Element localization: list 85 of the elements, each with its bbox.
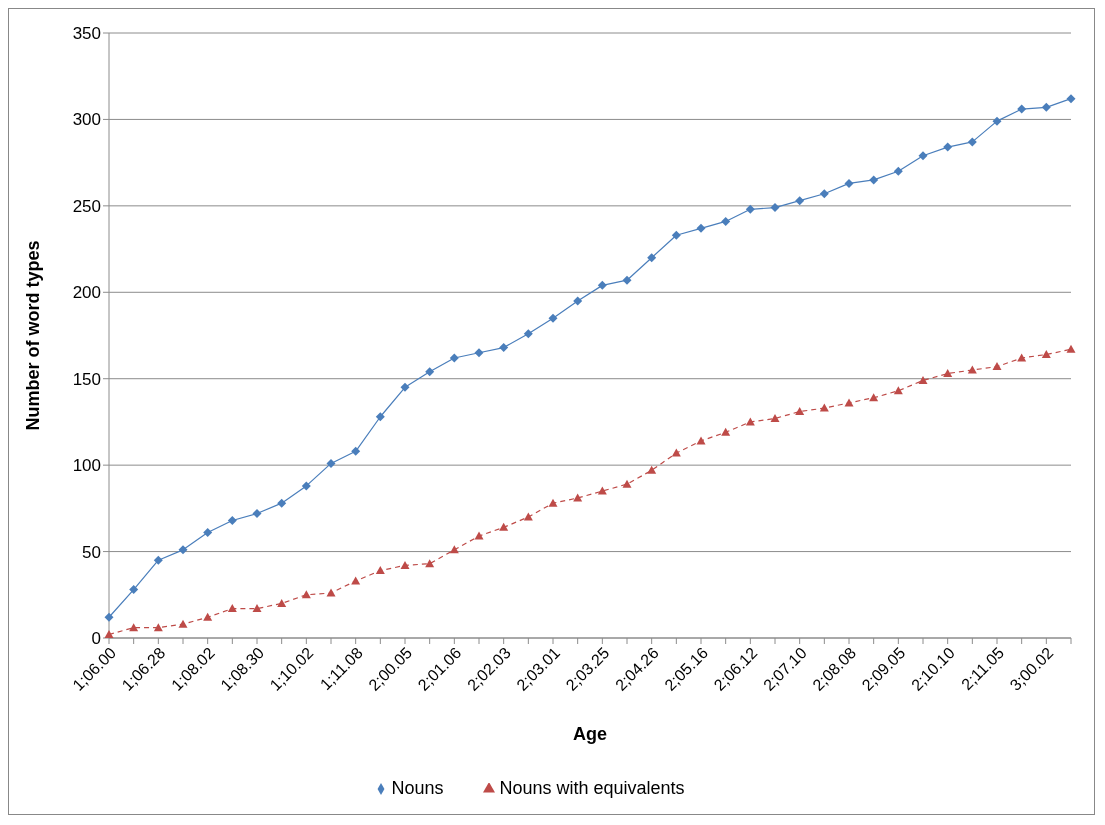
point	[647, 465, 657, 474]
point	[326, 458, 336, 468]
point	[893, 386, 903, 395]
point	[745, 204, 755, 214]
legend-label: Nouns	[391, 778, 444, 798]
point	[548, 313, 558, 323]
point	[449, 353, 459, 363]
y-tick-label: 50	[82, 542, 101, 562]
point	[129, 623, 139, 632]
point	[943, 142, 953, 152]
point	[277, 498, 287, 508]
point	[301, 590, 311, 599]
point	[227, 515, 237, 525]
point	[597, 280, 607, 290]
point	[622, 275, 632, 285]
y-tick-label: 0	[91, 629, 101, 649]
point	[721, 216, 731, 226]
point	[499, 343, 509, 353]
point	[844, 178, 854, 188]
point	[770, 413, 780, 422]
point	[227, 604, 237, 613]
point	[597, 486, 607, 495]
point	[425, 559, 435, 568]
point	[129, 585, 139, 595]
point	[770, 203, 780, 213]
point	[992, 362, 1002, 371]
y-tick-label: 200	[72, 283, 101, 303]
point	[474, 531, 484, 540]
point	[819, 403, 829, 412]
point	[1041, 102, 1051, 112]
point	[523, 512, 533, 521]
point	[696, 223, 706, 233]
y-tick-label: 150	[72, 369, 101, 389]
point	[795, 196, 805, 206]
y-tick-label: 350	[72, 24, 101, 44]
point	[301, 481, 311, 491]
point	[153, 623, 163, 632]
point	[449, 545, 459, 554]
point	[967, 137, 977, 147]
point	[153, 555, 163, 565]
y-tick-label: 100	[72, 456, 101, 476]
y-tick-label: 250	[72, 196, 101, 216]
point	[647, 253, 657, 263]
point	[918, 375, 928, 384]
point	[178, 619, 188, 628]
point	[967, 365, 977, 374]
point	[918, 151, 928, 161]
point	[795, 407, 805, 416]
point	[326, 588, 336, 597]
legend-label: Nouns with equivalents	[499, 778, 685, 798]
point	[351, 446, 361, 456]
point	[1066, 344, 1076, 353]
point	[203, 612, 213, 621]
point	[1066, 94, 1076, 104]
point	[400, 560, 410, 569]
point	[671, 448, 681, 457]
point	[943, 369, 953, 378]
y-axis-title: Number of word types	[23, 240, 44, 431]
x-axis-title: Age	[572, 724, 608, 744]
point	[992, 116, 1002, 126]
point	[375, 566, 385, 575]
point	[893, 166, 903, 176]
point	[474, 348, 484, 358]
point	[622, 479, 632, 488]
point	[1017, 104, 1027, 114]
point	[252, 604, 262, 613]
point	[400, 382, 410, 392]
point	[203, 528, 213, 538]
point	[721, 427, 731, 436]
point	[523, 329, 533, 339]
point	[499, 522, 509, 531]
y-tick-label: 300	[72, 110, 101, 130]
point	[869, 393, 879, 402]
point	[375, 412, 385, 422]
point	[671, 230, 681, 240]
point	[548, 498, 558, 507]
point	[819, 189, 829, 199]
point	[277, 598, 287, 607]
point	[104, 612, 114, 622]
point	[178, 545, 188, 555]
point	[869, 175, 879, 185]
point	[573, 296, 583, 306]
point	[425, 367, 435, 377]
point	[252, 509, 262, 519]
point	[1041, 350, 1051, 359]
